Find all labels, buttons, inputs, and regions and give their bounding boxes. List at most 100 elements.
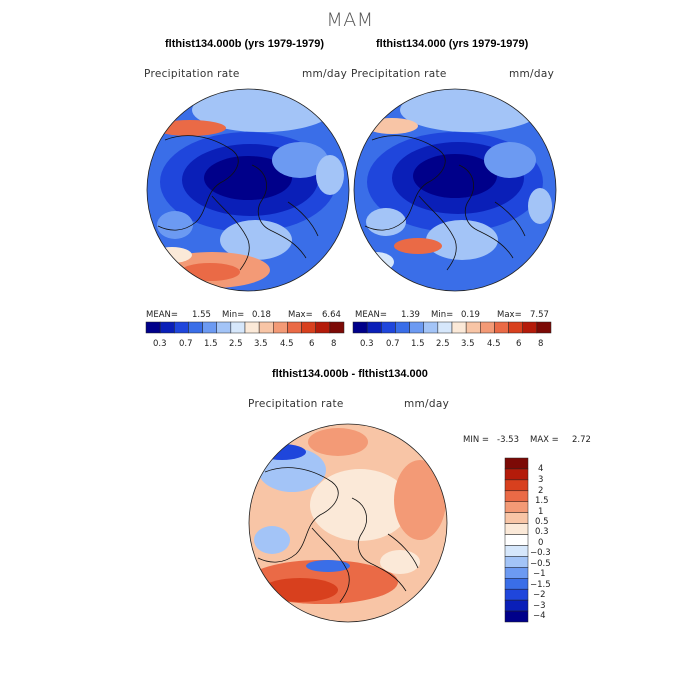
map2-coastline: [364, 135, 446, 231]
map1-coastline: [157, 135, 239, 231]
panel3-colorbar-swatch: [504, 556, 529, 568]
panel2-colorbar-swatch: [508, 321, 523, 334]
panel1-colorbar: [145, 321, 345, 334]
panel2-min-value: 0.19: [461, 310, 480, 320]
panel1-max-label: Max=: [288, 310, 313, 320]
map1-coastline: [251, 164, 307, 259]
panel1-tick: 2.5: [229, 339, 243, 349]
panel3-colorbar-swatch: [504, 610, 529, 623]
map3-coastline: [387, 533, 419, 569]
panel1-tick: 3.5: [254, 339, 268, 349]
panel2-colorbar-swatch: [352, 321, 368, 334]
panel3-tick: −3: [533, 601, 546, 611]
panel2-tick: 4.5: [487, 339, 501, 349]
map2-region: [358, 252, 394, 272]
map1-region: [204, 156, 292, 200]
panel1-tick: 0.7: [179, 339, 193, 349]
map3-coastline: [257, 467, 339, 563]
panel1-tick: 8: [331, 339, 337, 349]
map2-region: [528, 188, 552, 224]
panel1-colorbar-swatch: [159, 321, 175, 334]
map2-coastline: [458, 164, 514, 259]
panel3-colorbar-swatch: [504, 567, 529, 579]
panel2-tick: 8: [538, 339, 544, 349]
panel3-colorbar-swatch: [504, 457, 529, 470]
panel3-tick: 0: [538, 538, 544, 548]
map2-region: [366, 208, 406, 236]
map3-region: [262, 578, 338, 602]
panel2-colorbar: [352, 321, 552, 334]
panel1-colorbar-swatch: [188, 321, 203, 334]
panel1-colorbar-swatch: [202, 321, 217, 334]
panel3-tick: 3: [538, 475, 544, 485]
panel3-colorbar-swatch: [504, 512, 529, 524]
panel1-mean-label: MEAN=: [146, 310, 178, 320]
panel1-colorbar-swatch: [230, 321, 246, 334]
panel2-tick: 0.3: [360, 339, 374, 349]
panel2-colorbar-swatch: [366, 321, 382, 334]
map1-coastline: [211, 195, 250, 271]
panel2-max-label: Max=: [497, 310, 522, 320]
map3-coastline: [311, 527, 350, 603]
map2-border: [353, 88, 557, 292]
map1-border: [146, 88, 350, 292]
panel2-colorbar-swatch: [451, 321, 467, 334]
panel1-variable: Precipitation rate: [144, 68, 240, 80]
panel1-colorbar-swatch: [301, 321, 316, 334]
panel3-variable: Precipitation rate: [248, 398, 344, 410]
map1-region: [157, 211, 193, 239]
panel3-colorbar-swatch: [504, 545, 529, 557]
panel2-colorbar-swatch: [494, 321, 509, 334]
panel1-colorbar-swatch: [287, 321, 302, 334]
panel1-colorbar-swatch: [273, 321, 288, 334]
panel3-title: flthist134.000b - flthist134.000: [272, 368, 428, 380]
map3-region: [258, 444, 306, 460]
panel1-colorbar-swatch: [145, 321, 161, 334]
panel3-tick: 0.5: [535, 517, 549, 527]
panel3-colorbar-swatch: [504, 534, 529, 546]
panel1-units: mm/day: [302, 68, 348, 80]
panel3-max-value: 2.72: [572, 435, 591, 445]
map1-region: [316, 155, 344, 195]
panel1-colorbar-swatch: [216, 321, 232, 334]
panel1-colorbar-swatch: [258, 321, 274, 334]
panel3-colorbar-swatch: [504, 479, 529, 492]
map3-border: [248, 423, 448, 623]
panel1-colorbar-swatch: [174, 321, 189, 334]
panel3-tick: 4: [538, 464, 544, 474]
panel3-colorbar-swatch: [504, 588, 529, 601]
panel3-tick: −0.5: [530, 559, 551, 569]
map1-region: [220, 220, 292, 260]
panel1-tick: 6: [309, 339, 315, 349]
panel1-tick: 1.5: [204, 339, 218, 349]
panel2-min-label: Min=: [431, 310, 454, 320]
panel1-max-value: 6.64: [322, 310, 341, 320]
panel1-tick: 4.5: [280, 339, 294, 349]
map3-region: [306, 560, 350, 572]
panel2-colorbar-swatch: [480, 321, 495, 334]
panel2-colorbar-swatch: [423, 321, 439, 334]
panel3-tick: 2: [538, 486, 544, 496]
panel1-title: flthist134.000b (yrs 1979-1979): [165, 38, 324, 50]
map1-region: [152, 247, 192, 263]
map2-coastline: [494, 201, 526, 237]
panel3-min-label: MIN =: [463, 435, 490, 445]
map2-region: [413, 154, 497, 198]
panel3-min-value: -3.53: [497, 435, 519, 445]
panel2-units: mm/day: [509, 68, 555, 80]
map3-region: [254, 526, 290, 554]
panel1-map: [146, 88, 350, 292]
map3-region: [380, 550, 420, 574]
map3-coastline: [351, 497, 407, 592]
panel2-colorbar-swatch: [381, 321, 396, 334]
panel3-tick: 0.3: [535, 527, 549, 537]
panel1-colorbar-swatch: [329, 321, 345, 334]
map1-coastline: [287, 201, 319, 237]
panel2-tick: 0.7: [386, 339, 400, 349]
panel2-title: flthist134.000 (yrs 1979-1979): [376, 38, 529, 50]
panel1-colorbar-swatch: [244, 321, 260, 334]
panel2-tick: 2.5: [436, 339, 450, 349]
panel3-colorbar-swatch: [504, 599, 529, 612]
panel1-mean-value: 1.55: [192, 310, 211, 320]
